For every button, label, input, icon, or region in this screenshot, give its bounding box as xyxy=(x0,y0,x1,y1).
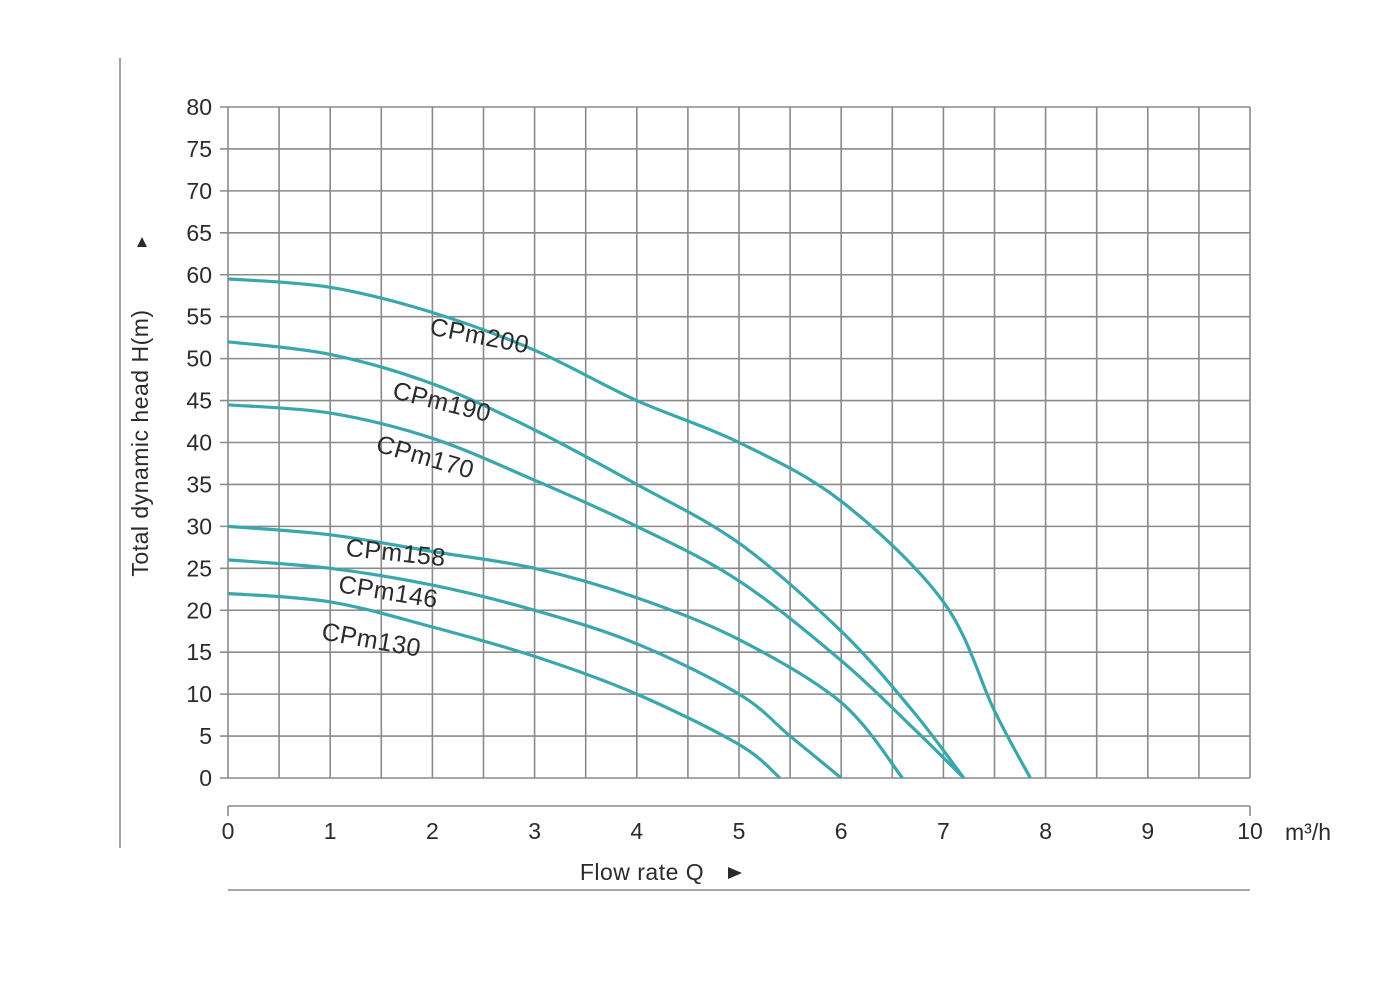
x-tick-label: 7 xyxy=(937,818,950,844)
y-tick-label: 0 xyxy=(199,765,212,791)
curve-cpm170 xyxy=(227,403,965,780)
plot-grid xyxy=(220,106,1251,779)
x-tick-label: 4 xyxy=(630,818,643,844)
x-axis-unit: m³/h xyxy=(1285,819,1331,845)
curve-label-cpm200: CPm200 xyxy=(428,313,532,360)
x-tick-label: 6 xyxy=(835,818,848,844)
x-axis-title: Flow rate Q xyxy=(580,859,704,885)
y-tick-label: 50 xyxy=(186,346,212,372)
y-tick-label: 5 xyxy=(199,723,212,749)
curve-cpm200 xyxy=(227,277,1032,779)
x-tick-label: 9 xyxy=(1141,818,1154,844)
y-tick-label: 65 xyxy=(186,220,212,246)
y-tick-label: 30 xyxy=(186,513,212,539)
y-tick-label: 25 xyxy=(186,555,212,581)
x-tick-label: 8 xyxy=(1039,818,1052,844)
x-tick-label: 10 xyxy=(1237,818,1263,844)
curve-cpm130 xyxy=(227,591,781,780)
curve-cpm190 xyxy=(227,340,966,779)
y-tick-labels: 0 5 10 15 20 25 30 35 40 45 50 55 60 65 70 75 80 xyxy=(186,94,212,791)
y-tick-label: 75 xyxy=(186,136,212,162)
y-tick-label: 60 xyxy=(186,262,212,288)
y-tick-label: 35 xyxy=(186,471,212,497)
y-tick-label: 10 xyxy=(186,681,212,707)
curve-label-cpm170: CPm170 xyxy=(373,430,477,485)
x-tick-label: 3 xyxy=(528,818,541,844)
x-tick-label: 2 xyxy=(426,818,439,844)
y-tick-label: 55 xyxy=(186,304,212,330)
y-tick-label: 45 xyxy=(186,388,212,414)
x-tick-labels: 0 1 2 3 4 5 6 7 8 9 10 xyxy=(222,818,1263,844)
y-tick-label: 40 xyxy=(186,430,212,456)
curve-cpm158 xyxy=(227,524,904,780)
pump-curves xyxy=(227,277,1032,780)
curve-cpm146 xyxy=(227,558,843,780)
curve-label-cpm190: CPm190 xyxy=(390,377,494,428)
y-axis-title: Total dynamic head H(m) xyxy=(127,309,153,576)
curve-label-cpm130: CPm130 xyxy=(320,618,424,663)
axis-frame xyxy=(119,58,1251,891)
x-axis-arrow-icon xyxy=(728,867,742,879)
x-tick-label: 5 xyxy=(733,818,746,844)
y-tick-label: 15 xyxy=(186,639,212,665)
y-axis-arrow-icon xyxy=(137,237,147,247)
x-tick-label: 0 xyxy=(222,818,235,844)
x-tick-label: 1 xyxy=(324,818,337,844)
y-tick-label: 80 xyxy=(186,94,212,120)
y-tick-label: 20 xyxy=(186,597,212,623)
y-tick-label: 70 xyxy=(186,178,212,204)
